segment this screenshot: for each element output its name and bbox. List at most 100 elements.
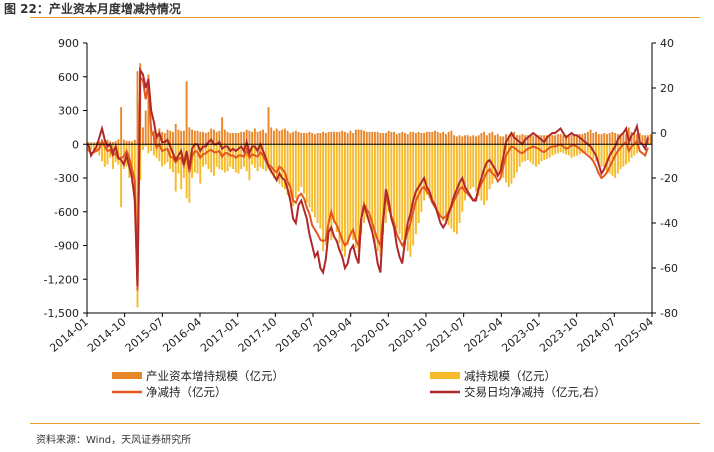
increase-bar [622, 133, 625, 145]
increase-bar [586, 131, 589, 145]
decrease-bar [548, 144, 551, 158]
increase-bar [485, 135, 488, 145]
increase-bar [136, 71, 139, 145]
increase-bar [322, 131, 325, 145]
increase-bar [420, 133, 423, 145]
decrease-bar [526, 144, 529, 160]
decrease-bar [166, 144, 169, 163]
increase-bar [502, 136, 505, 145]
x-tick-label: 2018-07 [273, 315, 317, 355]
increase-bar [120, 107, 123, 145]
left-tick-label: -300 [54, 172, 79, 185]
x-tick-label: 2019-04 [311, 315, 355, 355]
increase-bar [543, 135, 546, 145]
increase-bar [398, 133, 401, 145]
increase-bar [556, 134, 559, 145]
decrease-bar [603, 144, 606, 169]
decrease-bar [633, 144, 636, 156]
x-tick-labels: 2014-012014-102015-072016-042017-012017-… [47, 313, 656, 355]
increase-bar [592, 133, 595, 145]
increase-bar [297, 131, 300, 145]
increase-bar [393, 131, 396, 145]
decrease-bar [622, 144, 625, 167]
increase-bar [311, 133, 314, 145]
increase-bar [439, 133, 442, 145]
decrease-bar [600, 144, 603, 167]
decrease-bars [87, 144, 638, 308]
left-tick-label: -900 [54, 240, 79, 253]
increase-bar [343, 131, 346, 145]
increase-bar [488, 133, 491, 145]
decrease-bar [453, 144, 456, 232]
increase-bar [142, 127, 144, 145]
increase-bar [559, 134, 562, 145]
increase-bar [625, 134, 628, 145]
increase-bar [294, 130, 297, 145]
increase-bar [267, 107, 270, 145]
increase-bar [368, 131, 371, 145]
decrease-bar [496, 144, 499, 176]
increase-bar [545, 135, 548, 145]
left-tick-labels: 900 600 300 0 -300 -600 -900 -1,200 -1,500 [44, 37, 87, 320]
right-tick-label: 20 [660, 82, 674, 95]
decrease-bar [106, 144, 109, 165]
decrease-bar [450, 144, 453, 229]
decrease-bar [562, 144, 565, 154]
decrease-bar [499, 144, 502, 174]
increase-bar [425, 131, 428, 145]
increase-bar [341, 130, 344, 145]
increase-bar [185, 81, 188, 145]
increase-bar [352, 133, 355, 145]
increase-bar [365, 131, 368, 145]
increase-bar [505, 134, 507, 145]
decrease-bar [439, 144, 442, 217]
increase-bar [333, 131, 335, 145]
increase-bar [226, 131, 229, 145]
right-tick-label: 40 [660, 37, 674, 50]
increase-bar [644, 135, 647, 145]
decrease-bar [545, 144, 548, 159]
decrease-bar [174, 144, 177, 192]
increase-bar [264, 133, 267, 145]
decrease-bar [434, 144, 436, 208]
increase-bar [406, 134, 409, 145]
increase-bar [346, 133, 349, 145]
decrease-bar [474, 144, 477, 192]
decrease-bar [466, 144, 469, 195]
increase-bar [303, 133, 305, 145]
x-tick-label: 2020-01 [349, 315, 393, 355]
increase-bar [163, 133, 166, 145]
increase-bar [90, 142, 93, 145]
decrease-bar [305, 144, 308, 203]
increase-bar [221, 117, 224, 145]
decrease-bar [147, 144, 150, 154]
increase-bar [191, 129, 194, 145]
decrease-bar [469, 144, 472, 190]
increase-bar [292, 131, 295, 145]
increase-bar [619, 134, 622, 145]
decrease-bar [417, 144, 420, 223]
increase-bar [472, 135, 475, 145]
increase-bar [423, 133, 426, 145]
decrease-bar [341, 144, 344, 252]
increase-bar [636, 134, 638, 145]
increase-bar [319, 133, 322, 145]
increase-bar [499, 136, 502, 145]
decrease-bar [313, 144, 316, 218]
decrease-bar [505, 144, 507, 183]
increase-bar [281, 129, 284, 145]
decrease-bar [311, 144, 314, 212]
decrease-bar [256, 144, 259, 172]
increase-bar [584, 133, 587, 145]
decrease-bar [447, 144, 450, 226]
decrease-bar [215, 144, 218, 167]
increase-bar [529, 135, 532, 145]
decrease-bar [529, 144, 532, 163]
legend-label-decrease: 减持规模（亿元） [464, 369, 556, 383]
increase-bar [428, 131, 431, 145]
increase-bar [234, 133, 237, 145]
decrease-bar [283, 144, 286, 190]
legend-swatch-increase [112, 372, 142, 379]
decrease-bar [212, 144, 215, 176]
decrease-bar [319, 144, 322, 229]
